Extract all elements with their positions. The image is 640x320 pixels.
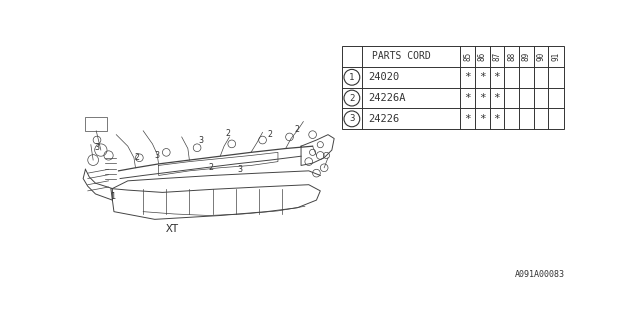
Text: 89: 89 bbox=[522, 52, 531, 61]
Text: 24226A: 24226A bbox=[368, 93, 406, 103]
Text: *: * bbox=[465, 72, 471, 82]
Text: 2: 2 bbox=[268, 130, 273, 139]
Text: A091A00083: A091A00083 bbox=[515, 270, 565, 279]
Text: 85: 85 bbox=[463, 52, 472, 61]
Text: 3: 3 bbox=[237, 165, 242, 174]
Text: 1: 1 bbox=[111, 192, 116, 201]
Text: 91: 91 bbox=[551, 52, 560, 61]
Text: 3: 3 bbox=[198, 136, 204, 145]
Text: 24226: 24226 bbox=[368, 114, 399, 124]
Bar bbox=[86, 117, 107, 131]
Text: 24020: 24020 bbox=[368, 72, 399, 82]
Text: *: * bbox=[479, 114, 486, 124]
Text: 3: 3 bbox=[95, 143, 99, 152]
Text: 1: 1 bbox=[349, 73, 355, 82]
Text: *: * bbox=[493, 93, 500, 103]
Text: PARTS CORD: PARTS CORD bbox=[372, 52, 431, 61]
Text: 2: 2 bbox=[209, 163, 214, 172]
Text: *: * bbox=[465, 93, 471, 103]
Text: *: * bbox=[479, 72, 486, 82]
Text: 3: 3 bbox=[155, 151, 159, 160]
Text: XT: XT bbox=[166, 224, 180, 234]
Text: *: * bbox=[479, 93, 486, 103]
Text: 90: 90 bbox=[536, 52, 545, 61]
Bar bbox=[342, 46, 564, 129]
Text: 87: 87 bbox=[493, 52, 502, 61]
Text: *: * bbox=[465, 114, 471, 124]
Text: 2: 2 bbox=[349, 93, 355, 103]
Text: 88: 88 bbox=[507, 52, 516, 61]
Text: 2: 2 bbox=[225, 129, 230, 138]
Text: *: * bbox=[493, 72, 500, 82]
Text: 2: 2 bbox=[134, 153, 140, 162]
Text: 2: 2 bbox=[294, 125, 300, 134]
Text: 3: 3 bbox=[349, 114, 355, 124]
Text: 86: 86 bbox=[478, 52, 487, 61]
Text: *: * bbox=[493, 114, 500, 124]
